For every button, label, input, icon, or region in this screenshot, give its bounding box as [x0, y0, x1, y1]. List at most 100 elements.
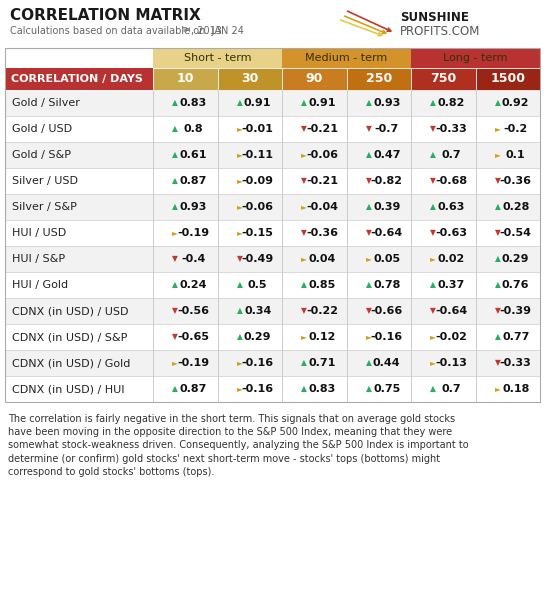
Text: 0.75: 0.75	[373, 384, 401, 394]
Text: ▲: ▲	[366, 385, 372, 393]
Bar	[347, 68, 411, 90]
Text: ►: ►	[495, 124, 501, 133]
Text: 0.28: 0.28	[502, 202, 529, 212]
Text: ►: ►	[237, 228, 243, 237]
Text: 0.29: 0.29	[244, 332, 271, 342]
Text: ►: ►	[366, 332, 372, 341]
Text: ▲: ▲	[495, 98, 501, 108]
Text: Gold / Silver: Gold / Silver	[12, 98, 80, 108]
Text: -0.19: -0.19	[177, 358, 209, 368]
Text: ▼: ▼	[237, 254, 243, 263]
Text: -0.33: -0.33	[500, 358, 531, 368]
Bar	[5, 376, 540, 402]
Text: 0.5: 0.5	[248, 280, 268, 290]
Text: ▲: ▲	[172, 280, 178, 289]
Text: 750: 750	[430, 72, 456, 86]
Text: -0.13: -0.13	[435, 358, 467, 368]
Text: ▲: ▲	[237, 332, 243, 341]
Text: ▲: ▲	[172, 385, 178, 393]
Text: ▲: ▲	[431, 385, 436, 393]
Text: HUI / USD: HUI / USD	[12, 228, 66, 238]
Text: -0.4: -0.4	[181, 254, 205, 264]
Text: Gold / USD: Gold / USD	[12, 124, 72, 134]
Text: ▼: ▼	[301, 228, 307, 237]
Text: ▼: ▼	[431, 228, 436, 237]
Text: 0.34: 0.34	[244, 306, 271, 316]
Text: ▲: ▲	[172, 150, 178, 159]
Text: -0.54: -0.54	[500, 228, 532, 238]
Text: -0.02: -0.02	[435, 332, 467, 342]
Text: -0.21: -0.21	[306, 176, 338, 186]
Text: -0.66: -0.66	[371, 306, 403, 316]
Text: -0.33: -0.33	[435, 124, 467, 134]
Text: 0.71: 0.71	[308, 358, 336, 368]
Text: ►: ►	[237, 176, 243, 185]
Text: 0.29: 0.29	[502, 254, 530, 264]
Text: 0.18: 0.18	[502, 384, 529, 394]
Text: Silver / USD: Silver / USD	[12, 176, 78, 186]
Text: ►: ►	[237, 124, 243, 133]
Text: 10: 10	[177, 72, 194, 86]
Text: 0.77: 0.77	[502, 332, 529, 342]
Text: Silver / S&P: Silver / S&P	[12, 202, 77, 212]
Text: ▲: ▲	[172, 98, 178, 108]
Bar	[5, 116, 540, 142]
Text: -0.04: -0.04	[306, 202, 338, 212]
Text: 0.44: 0.44	[373, 358, 401, 368]
Text: ▲: ▲	[366, 202, 372, 211]
Text: -0.19: -0.19	[177, 228, 209, 238]
Text: ►: ►	[495, 385, 501, 393]
Text: ►: ►	[172, 228, 178, 237]
Text: ▲: ▲	[366, 359, 372, 367]
Text: -0.06: -0.06	[306, 150, 338, 160]
Text: -0.22: -0.22	[306, 306, 338, 316]
Text: ▼: ▼	[301, 124, 307, 133]
Text: -0.68: -0.68	[435, 176, 467, 186]
Text: ►: ►	[237, 202, 243, 211]
Text: ▲: ▲	[495, 254, 501, 263]
Bar	[153, 48, 282, 68]
Text: ▲: ▲	[301, 98, 307, 108]
Text: ▲: ▲	[172, 202, 178, 211]
Text: 0.91: 0.91	[308, 98, 336, 108]
Text: -0.64: -0.64	[371, 228, 403, 238]
Text: SUNSHINE: SUNSHINE	[400, 11, 469, 24]
Text: ►: ►	[301, 150, 307, 159]
Text: ►: ►	[495, 150, 501, 159]
Text: Calculations based on data available on  JAN 24: Calculations based on data available on …	[10, 26, 244, 36]
Bar	[5, 298, 540, 324]
Text: ►: ►	[237, 385, 243, 393]
Text: ▼: ▼	[366, 176, 372, 185]
Text: ▲: ▲	[495, 332, 501, 341]
Text: -0.16: -0.16	[241, 384, 274, 394]
Text: -0.09: -0.09	[242, 176, 274, 186]
Text: Long - term: Long - term	[443, 53, 508, 63]
Text: ▼: ▼	[301, 306, 307, 315]
Text: ▼: ▼	[495, 176, 501, 185]
Text: ▼: ▼	[366, 228, 372, 237]
Text: ▲: ▲	[237, 98, 243, 108]
Text: 0.63: 0.63	[438, 202, 465, 212]
Text: ▲: ▲	[172, 124, 178, 133]
Text: ▼: ▼	[172, 306, 178, 315]
Text: 0.93: 0.93	[373, 98, 401, 108]
Bar	[5, 168, 540, 194]
Text: -0.65: -0.65	[177, 332, 209, 342]
Text: ▲: ▲	[431, 150, 436, 159]
Bar	[282, 68, 347, 90]
Text: 0.39: 0.39	[373, 202, 401, 212]
Text: Short - term: Short - term	[184, 53, 251, 63]
Text: Gold / S&P: Gold / S&P	[12, 150, 71, 160]
Text: -0.36: -0.36	[306, 228, 338, 238]
Text: -0.36: -0.36	[500, 176, 532, 186]
Text: ▲: ▲	[366, 150, 372, 159]
Bar	[411, 48, 540, 68]
Bar	[5, 142, 540, 168]
Text: ►: ►	[301, 254, 307, 263]
Text: ▲: ▲	[301, 385, 307, 393]
Text: ►: ►	[431, 332, 436, 341]
Text: -0.16: -0.16	[241, 358, 274, 368]
Text: CDNX (in USD) / Gold: CDNX (in USD) / Gold	[12, 358, 130, 368]
Text: The correlation is fairly negative in the short term. This signals that on avera: The correlation is fairly negative in th…	[8, 414, 469, 477]
Text: 1500: 1500	[490, 72, 525, 86]
